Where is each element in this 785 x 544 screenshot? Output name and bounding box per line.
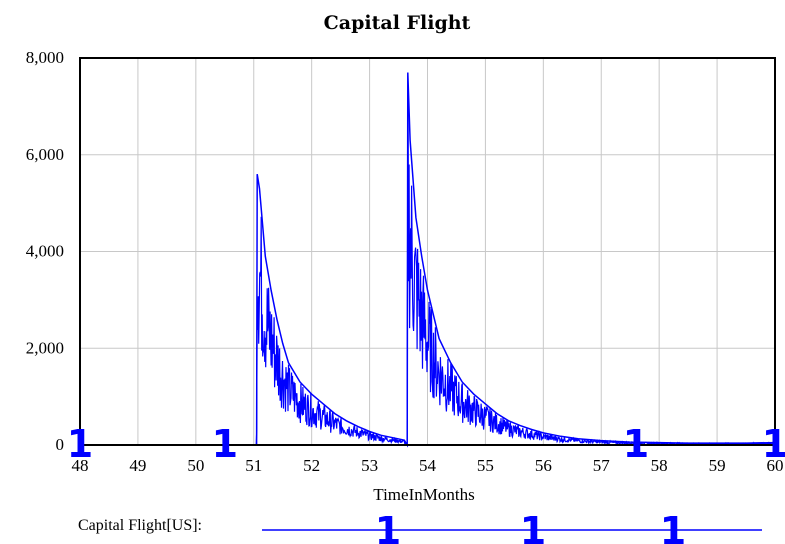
x-axis-label: TimeInMonths	[373, 485, 474, 504]
x-tick-label: 52	[303, 456, 320, 475]
y-tick-labels: 0 2,000 4,000 6,000 8,000	[26, 48, 64, 454]
series-envelope	[80, 72, 776, 448]
legend: Capital Flight[US]: 1 1 1	[78, 509, 762, 544]
x-tick-label: 60	[767, 456, 784, 475]
legend-label: Capital Flight[US]:	[78, 517, 202, 534]
plot-frame	[79, 57, 776, 446]
series-marker: 1	[67, 422, 93, 466]
x-tick-labels: 48 49 50 51 52 53 54 55 56 57 58 59 60	[72, 456, 784, 475]
series-marker: 1	[623, 422, 649, 466]
x-tick-label: 59	[709, 456, 726, 475]
x-tick-label: 58	[651, 456, 668, 475]
y-tick-label: 2,000	[26, 338, 64, 357]
chart-title: Capital Flight	[324, 12, 471, 34]
x-tick-label: 57	[593, 456, 611, 475]
legend-marker: 1	[660, 509, 686, 544]
x-tick-label: 49	[129, 456, 146, 475]
x-tick-label: 55	[477, 456, 494, 475]
y-tick-label: 4,000	[26, 242, 64, 261]
y-tick-label: 8,000	[26, 48, 64, 67]
series-markers: 1 1 1 1	[67, 422, 785, 466]
grid	[79, 57, 776, 446]
x-tick-label: 48	[72, 456, 89, 475]
y-tick-label: 6,000	[26, 145, 64, 164]
y-tick-label: 0	[56, 435, 65, 454]
x-tick-label: 51	[245, 456, 262, 475]
legend-marker: 1	[375, 509, 401, 544]
series-marker: 1	[212, 422, 238, 466]
x-tick-label: 50	[187, 456, 204, 475]
x-tick-label: 53	[361, 456, 378, 475]
x-tick-label: 54	[419, 456, 437, 475]
x-tick-label: 56	[535, 456, 552, 475]
series-marker: 1	[762, 422, 785, 466]
legend-marker: 1	[520, 509, 546, 544]
